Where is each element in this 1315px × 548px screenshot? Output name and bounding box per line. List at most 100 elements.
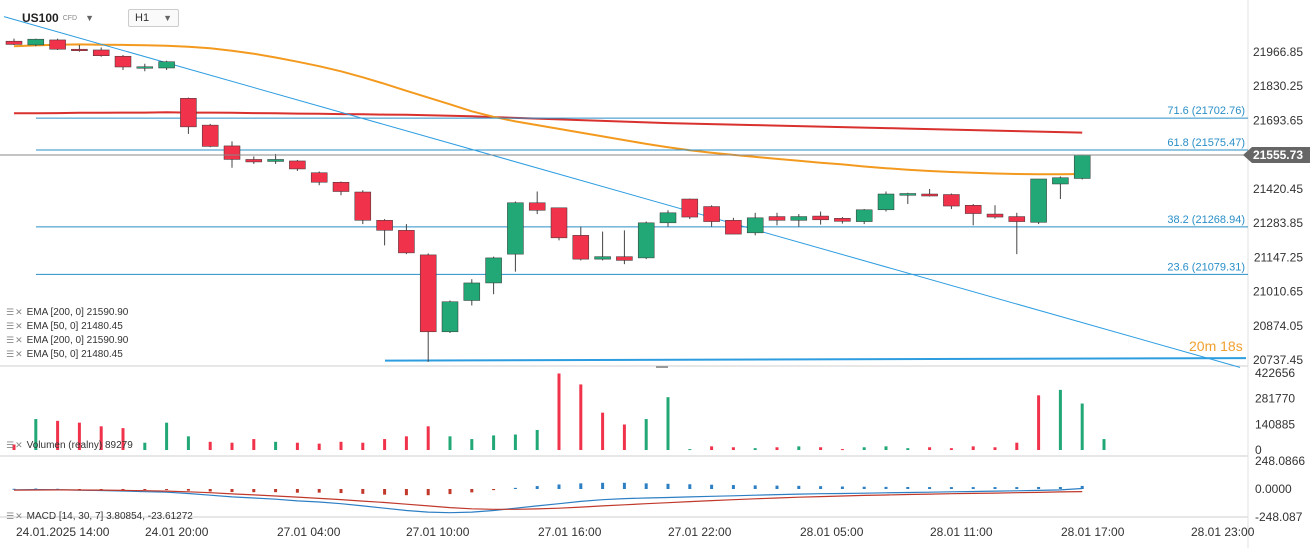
candle-body bbox=[943, 194, 960, 207]
macd-histogram-bar bbox=[252, 489, 256, 493]
volume-bar bbox=[688, 449, 692, 451]
candle-body bbox=[180, 98, 197, 128]
candle-body bbox=[550, 207, 568, 239]
current-price-tag bbox=[1243, 146, 1310, 163]
candle-body bbox=[790, 216, 808, 221]
candle-body bbox=[136, 66, 154, 69]
macd-tick-label: 0.0000 bbox=[1255, 482, 1292, 496]
indicator-row[interactable]: ☰✕ EMA [200, 0] 21590.90 bbox=[6, 334, 128, 347]
settings-close-icon[interactable]: ☰✕ bbox=[6, 349, 24, 359]
timeframe-label: H1 bbox=[135, 12, 150, 24]
macd-histogram-bar bbox=[121, 489, 125, 490]
candle-body bbox=[201, 124, 219, 147]
macd-histogram-bar bbox=[404, 489, 408, 496]
candle-body bbox=[703, 206, 720, 222]
fib-level-label: 38.2 (21268.94) bbox=[1167, 214, 1245, 226]
macd-histogram-bar bbox=[12, 488, 16, 490]
chevron-down-icon[interactable]: ▼ bbox=[163, 13, 172, 23]
volume-bar bbox=[426, 426, 430, 450]
macd-histogram-bar bbox=[274, 489, 278, 493]
chevron-down-icon[interactable]: ▼ bbox=[85, 13, 95, 23]
price-tick-label: 21966.85 bbox=[1253, 45, 1303, 59]
settings-close-icon[interactable]: ☰✕ bbox=[6, 335, 24, 345]
settings-close-icon[interactable]: ☰✕ bbox=[6, 511, 24, 521]
volume-bar bbox=[622, 424, 626, 450]
candle-body bbox=[921, 193, 938, 197]
symbol-selector[interactable]: US100 CFD ▼ bbox=[22, 9, 94, 27]
indicator-row[interactable]: ☰✕ EMA [50, 0] 21480.45 bbox=[6, 320, 123, 333]
settings-close-icon[interactable]: ☰✕ bbox=[6, 440, 24, 450]
fib-level-label: 61.8 (21575.47) bbox=[1167, 137, 1245, 149]
trendline bbox=[3, 16, 1241, 368]
candle-body bbox=[877, 193, 895, 211]
indicator-row[interactable]: ☰✕ EMA [200, 0] 21590.90 bbox=[6, 306, 128, 319]
indicator-row[interactable]: ☰✕ EMA [50, 0] 21480.45 bbox=[6, 348, 123, 361]
macd-histogram-bar bbox=[165, 489, 169, 491]
macd-histogram-bar bbox=[230, 489, 234, 493]
volume-tick-label: 422656 bbox=[1255, 366, 1295, 380]
volume-tick-label: 281770 bbox=[1255, 392, 1295, 406]
settings-close-icon[interactable]: ☰✕ bbox=[6, 307, 24, 317]
timeframe-selector[interactable]: H1 ▼ bbox=[128, 9, 179, 27]
candle-body bbox=[114, 55, 132, 68]
volume-bar bbox=[77, 422, 81, 450]
volume-bar bbox=[513, 434, 517, 450]
candle-body bbox=[71, 48, 88, 51]
volume-bar bbox=[208, 441, 212, 450]
candle-body bbox=[332, 181, 350, 192]
price-tick-label: 20874.05 bbox=[1253, 319, 1303, 333]
volume-bar bbox=[993, 447, 997, 450]
time-axis-label: 28.01 11:00 bbox=[930, 525, 993, 539]
fib-level-label: 71.6 (21702.76) bbox=[1167, 105, 1245, 117]
time-axis-label: 24.01.2025 14:00 bbox=[16, 525, 110, 539]
macd-histogram-bar bbox=[557, 484, 561, 489]
time-axis-label: 28.01 23:00 bbox=[1191, 525, 1255, 539]
volume-bar bbox=[99, 426, 103, 450]
candle-body bbox=[637, 222, 655, 259]
support-line bbox=[384, 357, 1247, 362]
macd-histogram-bar bbox=[361, 489, 365, 494]
macd-histogram-bar bbox=[993, 487, 997, 489]
macd-histogram-bar bbox=[535, 486, 539, 489]
volume-bar bbox=[448, 436, 452, 450]
price-tick-label: 21147.25 bbox=[1254, 250, 1303, 264]
volume-tick-label: 0 bbox=[1255, 443, 1262, 457]
candle-body bbox=[594, 256, 611, 260]
volume-bar bbox=[165, 422, 169, 450]
settings-close-icon[interactable]: ☰✕ bbox=[6, 321, 24, 331]
candle-body bbox=[245, 159, 263, 163]
macd-histogram-bar bbox=[862, 486, 866, 489]
macd-histogram-bar bbox=[775, 485, 779, 489]
macd-indicator-row[interactable]: ☰✕ MACD [14, 30, 7] 3.80854, -23.61272 bbox=[6, 510, 193, 523]
candle-body bbox=[812, 215, 829, 221]
volume-bar bbox=[252, 439, 256, 450]
indicator-label: EMA [50, 0] 21480.45 bbox=[26, 349, 123, 360]
candle-body bbox=[441, 301, 459, 333]
candle-body bbox=[768, 216, 786, 221]
volume-bar bbox=[339, 441, 343, 450]
candle-body bbox=[27, 38, 45, 46]
candle-body bbox=[310, 172, 328, 183]
volume-bar bbox=[230, 442, 234, 450]
time-axis-label: 27.01 10:00 bbox=[406, 525, 470, 539]
candle-body bbox=[289, 160, 306, 170]
ema50-line bbox=[13, 43, 1083, 176]
candle-body bbox=[616, 256, 633, 261]
volume-bar bbox=[1058, 389, 1062, 450]
volume-bar bbox=[295, 442, 299, 450]
candle-body bbox=[725, 220, 742, 235]
macd-histogram-bar bbox=[579, 483, 583, 489]
candle-body bbox=[485, 257, 502, 284]
time-axis-label: 27.01 16:00 bbox=[538, 525, 602, 539]
candle-timer: 20m 18s bbox=[1189, 338, 1243, 354]
volume-bar bbox=[971, 446, 975, 450]
candle-body bbox=[899, 193, 917, 196]
volume-indicator-row[interactable]: ☰✕ Volumen (realny) 89279 bbox=[6, 439, 133, 452]
macd-histogram-bar bbox=[317, 489, 321, 493]
indicator-label: EMA [200, 0] 21590.90 bbox=[26, 307, 129, 318]
macd-histogram-bar bbox=[644, 483, 648, 489]
macd-histogram-bar bbox=[470, 489, 474, 493]
candle-body bbox=[746, 217, 764, 234]
macd-histogram-bar bbox=[819, 486, 823, 489]
